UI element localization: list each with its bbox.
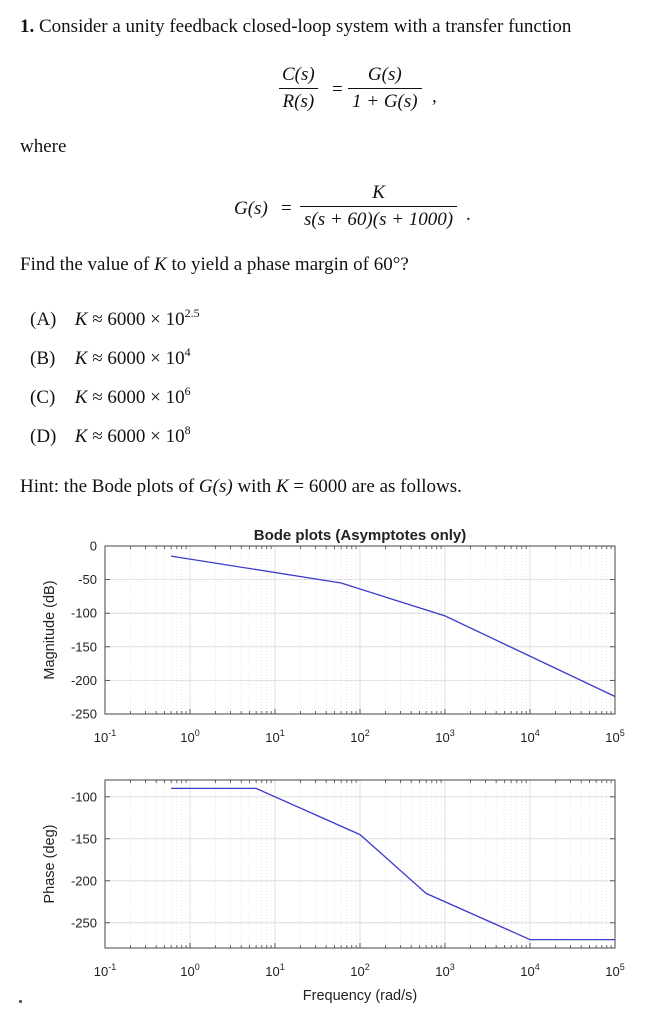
y-tick-label: -200 xyxy=(71,873,97,888)
x-axis-label: Frequency (rad/s) xyxy=(303,988,417,1004)
x-tick-label: 103 xyxy=(435,728,454,745)
y-tick-label: -50 xyxy=(78,572,97,587)
prompt-text-pre: Find the value of xyxy=(20,254,155,275)
hint-mid: with xyxy=(232,476,276,497)
y-tick-label: -150 xyxy=(71,639,97,654)
x-tick-label: 100 xyxy=(180,962,199,979)
x-tick-label: 103 xyxy=(435,962,454,979)
x-tick-label: 105 xyxy=(605,728,624,745)
x-tick-label: 101 xyxy=(265,962,284,979)
option-d-var: K xyxy=(74,426,88,447)
option-d-exponent: 8 xyxy=(184,423,191,437)
closed-loop-rhs-fraction: G(s) 1 + G(s) xyxy=(348,64,422,113)
lhs-numerator: C(s) xyxy=(282,64,315,85)
y-tick-label: -100 xyxy=(71,606,97,621)
approx-sign: ≈ xyxy=(92,348,103,369)
option-b-var: K xyxy=(74,348,88,369)
question-number: 1. xyxy=(20,16,35,37)
plant-denominator: s(s + 60)(s + 1000) xyxy=(300,206,458,231)
equals-sign: = xyxy=(332,79,343,100)
option-b[interactable]: (B) K ≈ 6000 × 104 xyxy=(30,345,191,370)
period: . xyxy=(466,204,471,225)
x-tick-label: 105 xyxy=(605,962,624,979)
question-intro: 1. Consider a unity feedback closed-loop… xyxy=(20,16,571,38)
hint-k: K xyxy=(275,476,289,497)
option-a-var: K xyxy=(74,309,88,330)
x-tick-label: 10-1 xyxy=(94,962,116,979)
comma: , xyxy=(432,86,437,107)
x-tick-label: 104 xyxy=(520,728,539,745)
question-intro-text: Consider a unity feedback closed-loop sy… xyxy=(39,16,572,37)
option-a-exponent: 2.5 xyxy=(184,306,200,320)
chart-title: Bode plots (Asymptotes only) xyxy=(254,527,467,544)
x-tick-label: 102 xyxy=(350,962,369,979)
plant-fraction: K s(s + 60)(s + 1000) xyxy=(300,182,458,231)
option-c-base: 6000 × 10 xyxy=(107,387,185,408)
asymptote-line xyxy=(171,787,615,941)
asymptote-line xyxy=(170,555,616,698)
rhs-denominator: 1 + G(s) xyxy=(348,88,422,113)
option-b-base: 6000 × 10 xyxy=(107,348,185,369)
y-axis-label: Magnitude (dB) xyxy=(42,580,58,679)
approx-sign: ≈ xyxy=(92,309,103,330)
stray-mark xyxy=(19,1000,22,1003)
option-b-exponent: 4 xyxy=(184,345,191,359)
x-tick-label: 101 xyxy=(265,728,284,745)
option-a-label: (A) xyxy=(30,309,57,330)
question-prompt: Find the value of K to yield a phase mar… xyxy=(20,254,409,276)
option-c-exponent: 6 xyxy=(184,384,191,398)
hint-text: Hint: the Bode plots of G(s) with K = 60… xyxy=(20,476,462,498)
lhs-denominator: R(s) xyxy=(278,88,319,113)
rhs-numerator: G(s) xyxy=(367,64,402,85)
x-tick-label: 102 xyxy=(350,728,369,745)
closed-loop-lhs-fraction: C(s) R(s) xyxy=(278,64,319,113)
approx-sign: ≈ xyxy=(92,426,103,447)
y-tick-label: -150 xyxy=(71,831,97,846)
y-axis-label: Phase (deg) xyxy=(42,825,58,904)
option-a[interactable]: (A) K ≈ 6000 × 102.5 xyxy=(30,306,200,331)
option-b-label: (B) xyxy=(30,348,56,369)
hint-pre: Hint: the Bode plots of xyxy=(20,476,199,497)
option-a-base: 6000 × 10 xyxy=(107,309,185,330)
hint-g: G(s) xyxy=(198,476,233,497)
hint-post: = 6000 are as follows. xyxy=(288,476,462,497)
y-tick-label: 0 xyxy=(90,539,97,554)
magnitude-plot: 10-1 100 101 102 103 104 105 0 -50 -100 -150 -200 -2… xyxy=(42,527,625,745)
x-tick-label: 100 xyxy=(180,728,199,745)
y-tick-label: -100 xyxy=(71,789,97,804)
y-tick-label: -200 xyxy=(71,673,97,688)
option-c-label: (C) xyxy=(30,387,56,408)
option-d-base: 6000 × 10 xyxy=(107,426,185,447)
x-tick-label: 104 xyxy=(520,962,539,979)
option-d[interactable]: (D) K ≈ 6000 × 108 xyxy=(30,423,191,448)
prompt-var: K xyxy=(154,254,167,275)
plant-numerator: K xyxy=(372,182,385,203)
plant-lhs: G(s) xyxy=(234,198,268,219)
plant-equals: = xyxy=(281,198,292,219)
phase-plot: 10-1 100 101 102 103 104 105 -100 -150 -200 -250 Ph… xyxy=(42,779,625,1004)
where-label: where xyxy=(20,136,67,157)
prompt-text-post: to yield a phase margin of 60°? xyxy=(166,254,409,275)
option-c-var: K xyxy=(74,387,88,408)
y-tick-label: -250 xyxy=(71,915,97,930)
x-tick-label: 10-1 xyxy=(94,728,116,745)
y-tick-label: -250 xyxy=(71,707,97,722)
approx-sign: ≈ xyxy=(92,387,103,408)
option-d-label: (D) xyxy=(30,426,57,447)
option-c[interactable]: (C) K ≈ 6000 × 106 xyxy=(30,384,191,409)
